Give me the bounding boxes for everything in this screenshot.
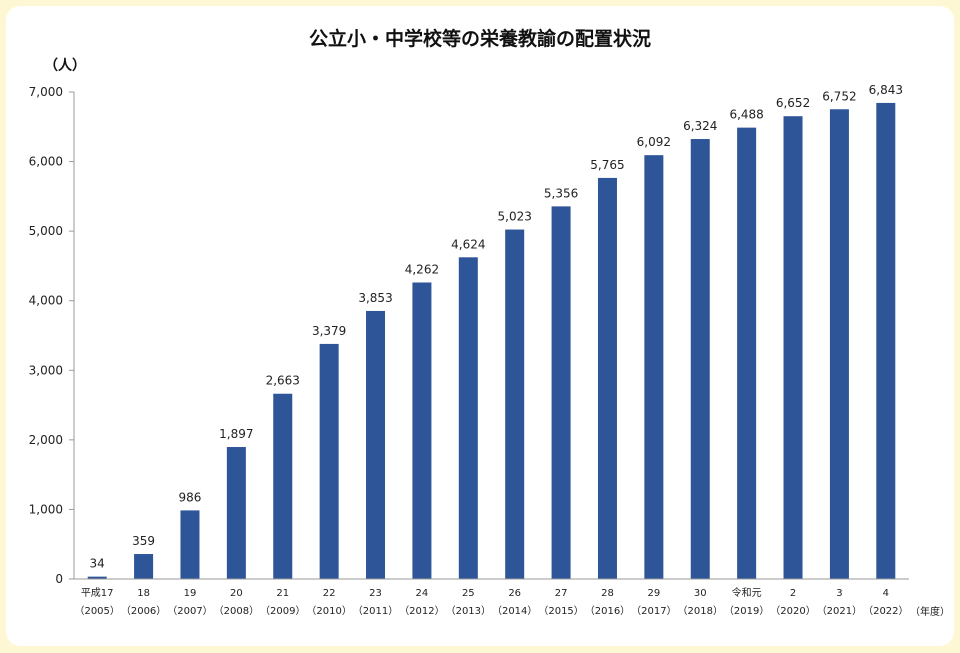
x-tick-label-year: （2008） (214, 605, 259, 617)
bar-value-label: 5,356 (544, 186, 578, 200)
x-tick-label-year: （2006） (121, 605, 166, 617)
bar (551, 206, 571, 579)
bar (134, 554, 154, 579)
x-tick-label-year: （2016） (585, 605, 630, 617)
bar-value-label: 5,765 (590, 158, 624, 172)
x-tick-label-year: （2022） (863, 605, 908, 617)
bar-value-label: 3,379 (312, 324, 346, 338)
bar (180, 510, 200, 579)
bar-value-label: 6,752 (822, 89, 856, 103)
bar-value-label: 6,488 (729, 108, 763, 122)
bar-value-label: 6,324 (683, 119, 717, 133)
bar (783, 116, 803, 580)
x-tick-label-era: 23 (369, 588, 382, 599)
x-tick-label-era: 18 (137, 588, 150, 599)
x-tick-label-year: （2005） (74, 605, 119, 617)
y-axis-unit: （人） (44, 57, 86, 74)
bar (690, 139, 710, 580)
x-tick-label-era: 20 (230, 588, 243, 599)
x-tick-label-era: 3 (836, 588, 842, 599)
x-tick-label-year: （2017） (631, 605, 676, 617)
bar (319, 343, 339, 579)
y-tick-label: 4,000 (29, 294, 63, 308)
x-tick-label-year: （2009） (260, 605, 305, 617)
bar (505, 229, 525, 579)
x-tick-label-era: 2 (790, 588, 796, 599)
bar (366, 310, 386, 579)
x-tick-label-era: 30 (694, 588, 707, 599)
bar-value-label: 6,652 (776, 96, 810, 110)
bar-value-label: 5,023 (498, 210, 532, 224)
y-tick-label: 2,000 (29, 433, 63, 447)
bar (737, 127, 757, 579)
bar-value-label: 4,262 (405, 262, 439, 276)
x-tick-label-year: （2013） (446, 605, 491, 617)
x-tick-label-year: （2020） (770, 605, 815, 617)
bar-value-label: 34 (90, 557, 105, 571)
x-tick-label-year: （2021） (817, 605, 862, 617)
x-tick-label-era: 4 (883, 588, 889, 599)
x-tick-label-era: 19 (184, 588, 197, 599)
x-tick-label-era: 25 (462, 588, 475, 599)
y-tick-label: 3,000 (29, 363, 63, 377)
x-tick-label-era: 平成17 (81, 587, 114, 599)
bar (644, 155, 664, 580)
y-tick-label: 0 (55, 572, 63, 586)
y-tick-label: 5,000 (29, 224, 63, 238)
x-tick-label-year: （2014） (492, 605, 537, 617)
chart-title: 公立小・中学校等の栄養教諭の配置状況 (309, 27, 651, 50)
y-tick-label: 7,000 (29, 85, 63, 99)
bar (458, 257, 478, 579)
x-tick-label-year: （2012） (399, 605, 444, 617)
bar-value-label: 6,092 (637, 135, 671, 149)
x-tick-label-era: 21 (276, 588, 289, 599)
bar (226, 447, 246, 579)
x-axis-unit: （年度） (910, 605, 950, 618)
bar-value-label: 3,853 (358, 291, 392, 305)
x-tick-label-year: （2018） (678, 605, 723, 617)
x-tick-label-era: 26 (508, 588, 521, 599)
bar (412, 282, 432, 579)
x-tick-label-era: 29 (647, 588, 660, 599)
bar-value-label: 6,843 (869, 83, 903, 97)
x-tick-label-era: 令和元 (732, 586, 762, 599)
bar-value-label: 986 (179, 490, 202, 504)
x-tick-label-era: 22 (323, 588, 336, 599)
x-tick-label-year: （2010） (306, 605, 351, 617)
bar (597, 177, 617, 579)
bar (273, 393, 293, 579)
bar-value-label: 359 (132, 534, 155, 548)
bar-value-label: 2,663 (266, 374, 300, 388)
bar (829, 109, 849, 579)
bar-value-label: 4,624 (451, 237, 485, 251)
x-tick-label-year: （2011） (353, 605, 398, 617)
x-tick-label-era: 28 (601, 588, 614, 599)
x-tick-label-year: （2007） (167, 605, 212, 617)
x-tick-label-era: 27 (555, 588, 568, 599)
x-tick-label-era: 24 (416, 588, 429, 599)
bar (876, 102, 896, 579)
x-tick-label-year: （2019） (724, 605, 769, 617)
y-tick-label: 6,000 (29, 155, 63, 169)
bar (87, 576, 107, 579)
y-tick-label: 1,000 (29, 502, 63, 516)
bar-value-label: 1,897 (219, 427, 253, 441)
x-tick-label-year: （2015） (538, 605, 583, 617)
